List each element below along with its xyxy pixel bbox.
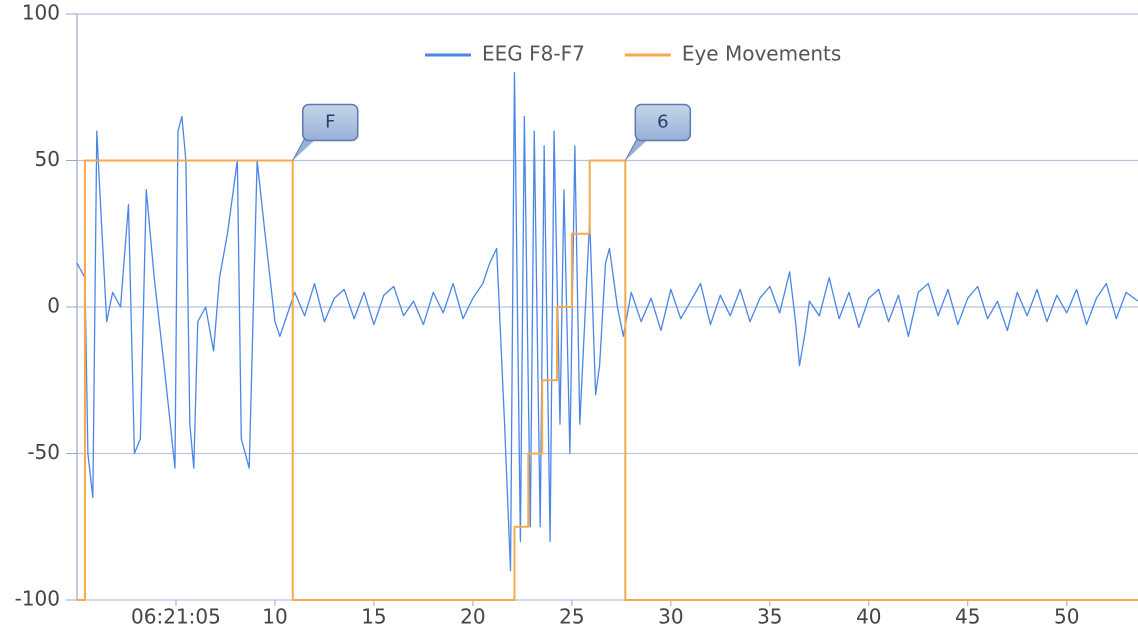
x-tick-label: 50 xyxy=(1054,605,1079,629)
legend-label: Eye Movements xyxy=(682,42,842,66)
y-tick-label: 50 xyxy=(35,147,60,171)
x-tick-label: 45 xyxy=(955,605,980,629)
x-tick-label: 06:21:05 xyxy=(131,605,221,629)
x-tick-label: 30 xyxy=(658,605,683,629)
y-tick-label: 100 xyxy=(22,1,60,25)
callout-text: 6 xyxy=(657,112,668,133)
x-tick-label: 20 xyxy=(460,605,485,629)
x-tick-label: 10 xyxy=(262,605,287,629)
legend-label: EEG F8-F7 xyxy=(482,42,585,66)
series-line xyxy=(77,159,1138,601)
callout-text: F xyxy=(325,112,335,133)
x-tick-label: 15 xyxy=(361,605,386,629)
x-tick-label: 25 xyxy=(559,605,584,629)
series-line xyxy=(76,71,1138,572)
y-tick-label: 0 xyxy=(47,294,60,318)
x-tick-label: 35 xyxy=(757,605,782,629)
x-tick-label: 40 xyxy=(856,605,881,629)
callout-box xyxy=(302,103,359,142)
y-tick-label: -50 xyxy=(27,440,60,464)
y-tick-label: -100 xyxy=(15,587,60,611)
callout-box xyxy=(634,103,692,142)
